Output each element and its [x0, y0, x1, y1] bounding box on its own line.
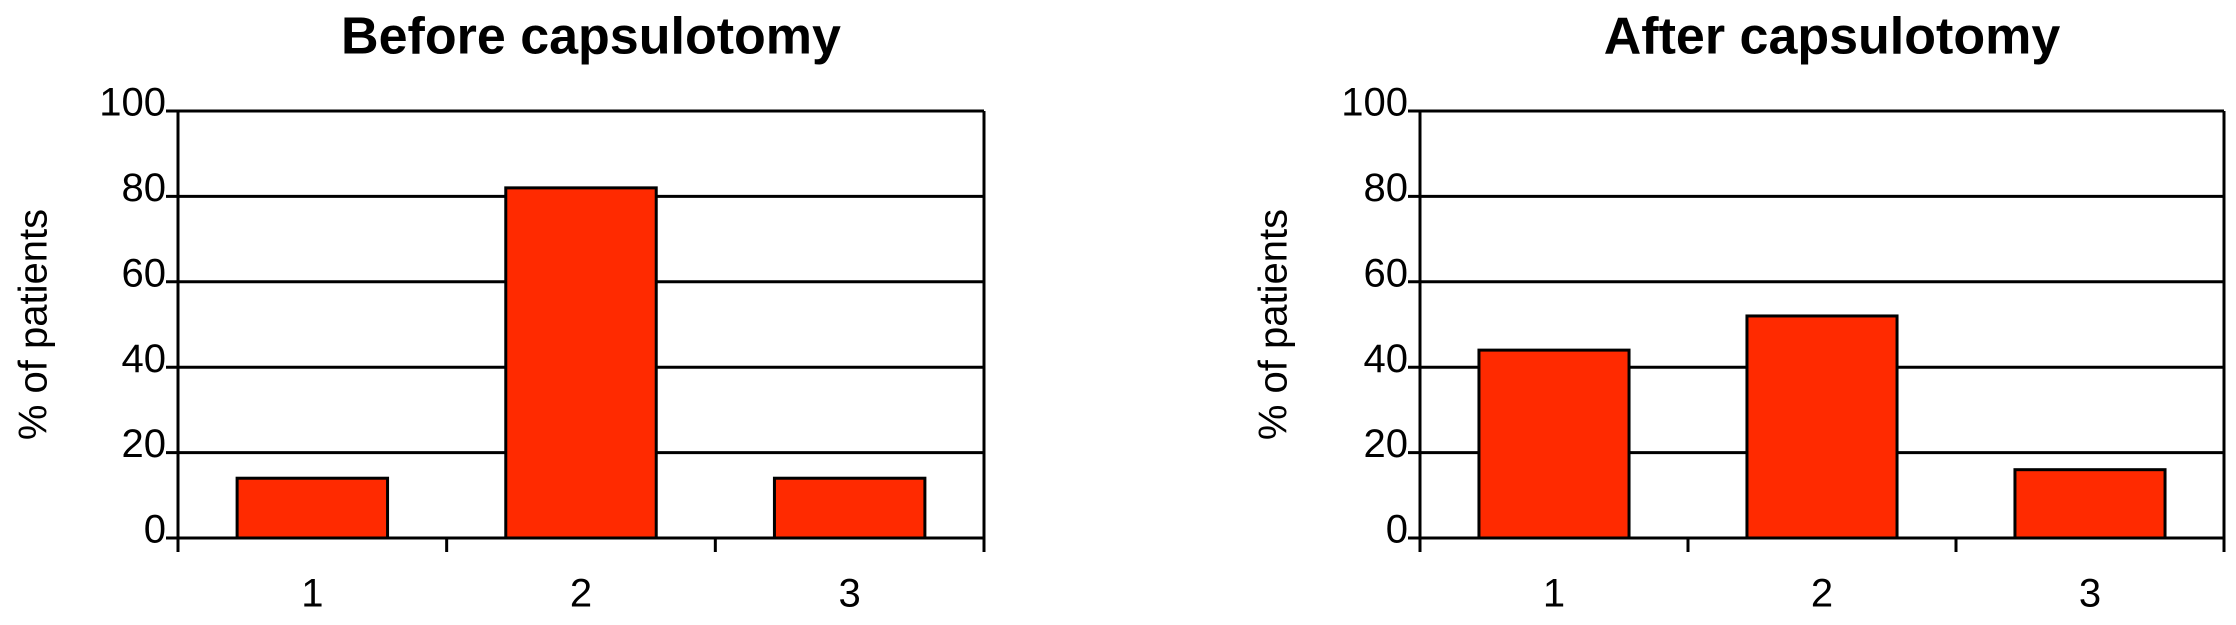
x-tick-label: 1 — [301, 572, 323, 616]
y-tick-label: 40 — [122, 337, 167, 381]
y-tick-label: 20 — [122, 422, 167, 466]
y-tick-label: 60 — [122, 251, 167, 295]
y-tick-label: 80 — [122, 166, 167, 210]
bar — [504, 186, 658, 540]
x-tick-label: 3 — [839, 572, 861, 616]
y-tick-label: 0 — [1386, 508, 1408, 552]
y-axis-label: % of patients — [12, 209, 56, 440]
x-tick-label: 3 — [2079, 572, 2101, 616]
bar — [235, 476, 390, 540]
y-tick-label: 100 — [99, 81, 166, 125]
y-tick-label: 20 — [1364, 422, 1409, 466]
y-axis-label: % of patients — [1252, 209, 1296, 440]
y-tick-label: 40 — [1364, 337, 1409, 381]
bar — [1745, 314, 1899, 540]
bar — [2013, 468, 2167, 540]
x-tick-label: 2 — [1811, 572, 1833, 616]
y-tick-label: 0 — [144, 508, 166, 552]
bar — [1477, 348, 1631, 540]
chart-title: After capsulotomy — [1604, 8, 2061, 66]
bar — [772, 476, 927, 540]
chart-title: Before capsulotomy — [341, 8, 841, 66]
y-tick-label: 60 — [1364, 251, 1409, 295]
y-tick-label: 80 — [1364, 166, 1409, 210]
x-tick-label: 1 — [1543, 572, 1565, 616]
x-tick-label: 2 — [570, 572, 592, 616]
y-tick-label: 100 — [1341, 81, 1408, 125]
